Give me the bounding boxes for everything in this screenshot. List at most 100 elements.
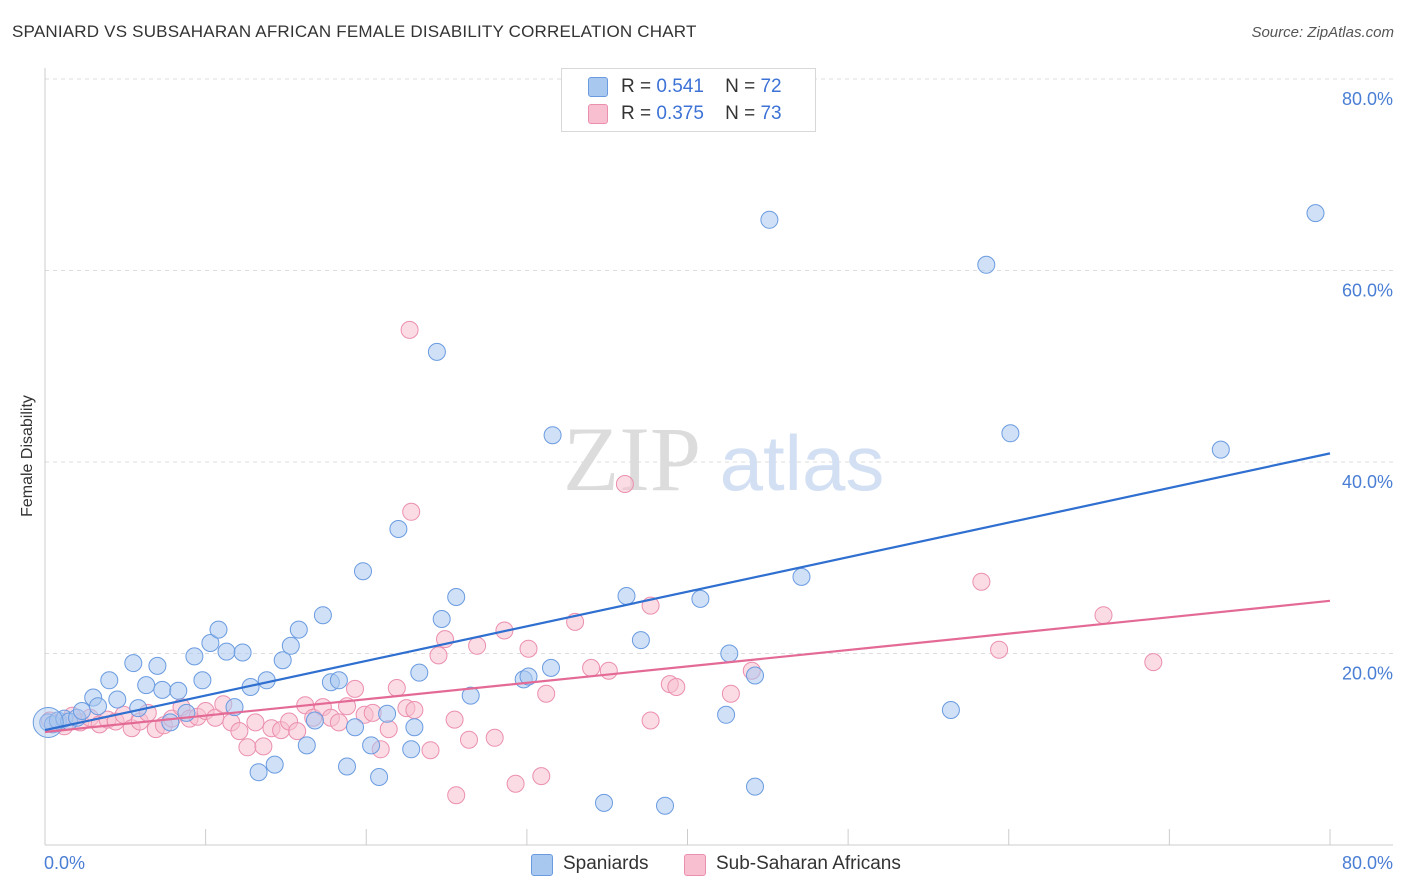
point-spaniards — [153, 680, 172, 699]
watermark-atlas: atlas — [720, 419, 885, 507]
point-spaniards — [185, 647, 204, 666]
point-spaniards — [941, 701, 960, 719]
trend-line-africans — [44, 599, 1331, 734]
point-spaniards — [595, 793, 613, 812]
point-spaniards — [691, 589, 710, 608]
point-spaniards — [354, 562, 372, 581]
point-spaniards — [461, 686, 480, 705]
point-spaniards — [542, 658, 560, 677]
point-spaniards — [617, 587, 636, 605]
stats-legend: R = 0.541 N = 72 R = 0.375 N = 73 — [561, 68, 816, 132]
legend-n-value-africans: 73 — [760, 103, 782, 124]
point-spaniards-cluster — [32, 706, 64, 738]
point-africans — [519, 639, 538, 658]
point-spaniards — [124, 654, 143, 673]
point-spaniards — [89, 697, 107, 716]
point-spaniards — [1001, 424, 1020, 443]
point-africans — [615, 475, 634, 493]
legend-r-value-spaniards: 0.541 — [656, 76, 704, 97]
point-spaniards — [543, 426, 562, 445]
point-spaniards — [720, 644, 739, 663]
legend-r-value-africans: 0.375 — [656, 103, 704, 124]
point-spaniards — [169, 681, 188, 700]
point-spaniards — [209, 620, 228, 639]
point-africans — [468, 636, 487, 655]
watermark-zip: ZIP — [563, 408, 701, 510]
y-tick-label: 80.0% — [1342, 89, 1393, 109]
legend-n-label: N = — [725, 103, 756, 124]
point-spaniards — [338, 757, 356, 776]
point-africans — [460, 730, 478, 749]
legend-swatch-africans — [588, 104, 608, 124]
point-spaniards — [402, 740, 421, 759]
point-africans — [599, 661, 618, 680]
trend-lines — [44, 452, 1331, 734]
point-spaniards — [72, 702, 91, 720]
point-spaniards — [746, 666, 764, 685]
point-spaniards — [100, 671, 119, 690]
point-africans — [405, 701, 424, 719]
series-africans-points — [40, 320, 1163, 805]
point-spaniards — [265, 755, 284, 774]
point-spaniards — [631, 631, 650, 650]
point-africans — [1144, 653, 1163, 672]
point-spaniards — [329, 671, 348, 690]
point-spaniards — [289, 620, 308, 639]
point-spaniards — [362, 736, 381, 755]
bottom-legend-swatch-africans — [684, 854, 706, 876]
point-africans — [1094, 606, 1113, 625]
point-spaniards — [1211, 440, 1230, 459]
source-label: Source: ZipAtlas.com — [1251, 24, 1394, 41]
point-africans — [379, 720, 398, 739]
point-spaniards — [281, 636, 300, 655]
point-spaniards — [161, 713, 180, 732]
point-spaniards — [1306, 204, 1325, 223]
point-spaniards — [249, 763, 268, 782]
point-africans — [387, 679, 406, 697]
legend-n-label: N = — [725, 76, 756, 97]
point-africans — [238, 738, 257, 757]
point-africans — [246, 713, 265, 732]
chart-title: SPANIARD VS SUBSAHARAN AFRICAN FEMALE DI… — [12, 22, 697, 41]
point-spaniards — [432, 610, 451, 628]
series-spaniards-points — [32, 204, 1325, 815]
point-africans — [400, 320, 419, 339]
point-africans — [641, 711, 660, 730]
point-africans — [346, 679, 364, 698]
y-tick-label: 20.0% — [1342, 664, 1393, 684]
point-spaniards — [405, 718, 424, 737]
y-tick-label: 60.0% — [1342, 281, 1393, 301]
point-spaniards — [148, 656, 167, 675]
legend-swatch-spaniards — [588, 77, 608, 97]
point-spaniards — [313, 606, 332, 625]
trend-line-spaniards — [44, 452, 1331, 732]
point-spaniards — [201, 634, 220, 652]
point-spaniards — [410, 663, 429, 682]
point-africans — [445, 710, 464, 729]
legend-r-label: R = — [621, 76, 652, 97]
point-africans — [990, 640, 1009, 659]
point-africans — [447, 786, 466, 805]
point-africans — [421, 741, 440, 760]
point-spaniards — [977, 255, 996, 274]
point-spaniards — [519, 667, 538, 686]
point-africans — [230, 722, 249, 741]
point-spaniards — [233, 643, 252, 662]
point-africans — [537, 684, 556, 703]
point-spaniards — [427, 342, 446, 361]
legend-n-value-spaniards: 72 — [760, 76, 782, 97]
point-africans — [429, 646, 448, 665]
y-tick-labels: 20.0% 40.0% 60.0% 80.0% — [1342, 89, 1393, 684]
point-spaniards — [760, 210, 779, 229]
point-africans — [582, 658, 601, 677]
bottom-legend-swatch-spaniards — [531, 854, 553, 876]
point-spaniards — [389, 520, 408, 538]
point-africans — [288, 722, 307, 741]
point-spaniards — [193, 671, 212, 690]
point-africans — [402, 502, 421, 521]
bottom-legend-label-africans: Sub-Saharan Africans — [716, 853, 901, 874]
point-spaniards — [370, 768, 389, 786]
watermark: ZIP atlas — [563, 408, 884, 510]
point-spaniards — [273, 651, 292, 670]
